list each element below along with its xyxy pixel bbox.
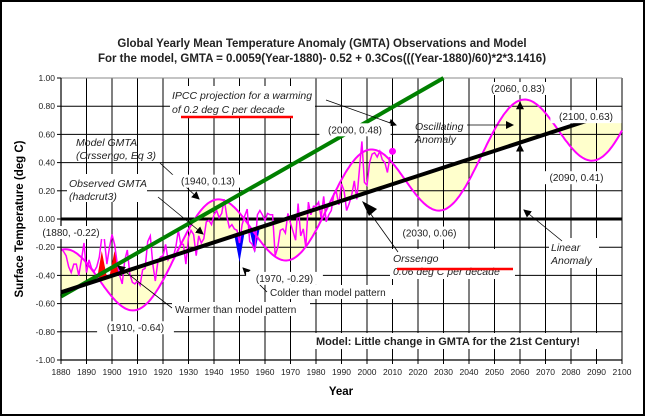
x-tick-label: 1990 <box>332 367 351 377</box>
x-tick-label: 2070 <box>536 367 555 377</box>
model-gmta-label-2: (Orssengo, Eq 3) <box>76 150 156 162</box>
x-tick-label: 2040 <box>460 367 479 377</box>
y-tick-label: 0.40 <box>38 158 55 168</box>
y-tick-label: -0.20 <box>36 242 56 252</box>
colder-label-bg <box>267 285 397 299</box>
y-tick-label: -0.60 <box>36 299 56 309</box>
x-tick-label: 2060 <box>511 367 530 377</box>
x-tick-label: 1960 <box>256 367 275 377</box>
coordinate-label-bg <box>97 321 174 335</box>
orssengo-label-bg <box>390 249 515 279</box>
x-tick-label: 1970 <box>281 367 300 377</box>
series-layer <box>60 76 623 312</box>
oscillating-label-1: Oscillating <box>415 121 464 133</box>
x-tick-label: 2010 <box>383 367 402 377</box>
x-tick-label: 2000 <box>358 367 377 377</box>
coordinate-label: (2030, 0.06) <box>403 229 457 240</box>
coordinate-label-bg <box>482 81 554 95</box>
y-tick-label: 0.80 <box>38 101 55 111</box>
coordinate-label-bg <box>246 271 323 285</box>
coordinate-label: (2060, 0.83) <box>491 84 545 95</box>
y-tick-label: 1.00 <box>38 73 55 83</box>
colder-label: Colder than model pattern <box>270 288 386 299</box>
y-tick-label: -0.80 <box>36 327 56 337</box>
coordinate-label-bg <box>32 226 110 240</box>
coordinate-label-bg <box>393 226 466 240</box>
y-tick-label: 0.20 <box>38 186 55 196</box>
chart-subtitle: For the model, GMTA = 0.0059(Year-1880)-… <box>98 53 546 65</box>
coordinate-label: (2100, 0.63) <box>559 112 613 123</box>
annotations: Model GMTA (Orssengo, Eq 3) Observed GMT… <box>32 81 622 349</box>
linear-label-bg <box>549 238 599 268</box>
conclusion-note: Model: Little change in GMTA for the 21s… <box>316 336 580 348</box>
coordinate-label-bg <box>550 110 622 124</box>
linear-arrow <box>523 209 563 242</box>
oscillating-label-2: Anomaly <box>414 134 457 146</box>
orssengo-label-1: Orssengo <box>393 253 439 265</box>
warmer-label-bg <box>172 302 310 316</box>
coordinate-label-bg <box>540 171 613 185</box>
linear-trend-line <box>60 115 598 295</box>
observed-line <box>60 141 391 288</box>
y-tick-label: -1.00 <box>36 355 56 365</box>
y-axis-label: Surface Temperature (deg C) <box>14 140 26 297</box>
x-axis-label: Year <box>329 386 354 398</box>
x-tick-label: 2030 <box>434 367 453 377</box>
linear-label-1: Linear <box>551 242 581 254</box>
conclusion-bg <box>312 333 612 349</box>
x-tick-label: 1910 <box>128 367 147 377</box>
x-tick-label: 1950 <box>230 367 249 377</box>
model-band-fill <box>61 99 622 311</box>
warmer-arrow <box>117 265 173 309</box>
x-tick-label: 2090 <box>587 367 606 377</box>
coordinate-label-bg <box>172 174 244 188</box>
x-tick-label: 1890 <box>77 367 96 377</box>
orssengo-arrow <box>369 212 399 253</box>
ipcc-projection-line <box>60 76 445 299</box>
coordinate-label: (2090, 0.41) <box>550 173 604 184</box>
y-tick-label: -0.40 <box>36 270 56 280</box>
coordinate-label: (2000, 0.48) <box>328 125 382 136</box>
x-tick-label: 1940 <box>205 367 224 377</box>
x-tick-label: 1900 <box>103 367 122 377</box>
warmer-label: Warmer than model pattern <box>175 305 296 316</box>
coordinate-label: (1910, -0.64) <box>107 323 164 334</box>
cold-patch <box>249 227 260 254</box>
ipcc-label-1: IPCC projection for a warming <box>172 90 312 102</box>
x-tick-label: 2080 <box>562 367 581 377</box>
x-tick-label: 1930 <box>179 367 198 377</box>
x-tick-label: 2100 <box>613 367 632 377</box>
x-tick-label: 2050 <box>485 367 504 377</box>
ipcc-label-bg <box>170 86 315 118</box>
axis-layer: 1.00 0.80 0.60 0.40 0.20 0.00 -0.20 -0.40 -0.60 -… <box>36 73 632 377</box>
ipcc-arrow <box>325 99 397 127</box>
observed-label-2: (hadcrut3) <box>69 191 117 203</box>
model-fill-layer <box>61 99 622 311</box>
ipcc-label-2: of 0.2 deg C per decade <box>172 104 285 116</box>
x-tick-label: 1980 <box>307 367 326 377</box>
x-tick-label: 2020 <box>409 367 428 377</box>
x-tick-label: 1880 <box>52 367 71 377</box>
coordinate-label: (1880, -0.22) <box>42 228 99 239</box>
observed-arrow <box>157 196 204 235</box>
coordinate-label-bg <box>319 123 391 137</box>
observed-label-1: Observed GMTA <box>69 178 147 190</box>
cold-patch <box>234 232 245 263</box>
orssengo-arrowhead <box>362 201 377 216</box>
linear-label-2: Anomaly <box>550 255 593 267</box>
y-tick-label: 0.60 <box>38 129 55 139</box>
x-tick-label: 1920 <box>154 367 173 377</box>
y-tick-label: 0.00 <box>38 214 55 224</box>
observed-label-bg <box>67 174 147 202</box>
coordinate-label: (1970, -0.29) <box>256 274 313 285</box>
model-gmta-label-1: Model GMTA <box>76 137 137 149</box>
coordinate-label: (1940, 0.13) <box>181 177 235 188</box>
observed-2010-point <box>389 147 396 155</box>
chart-title: Global Yearly Mean Temperature Anomaly (… <box>117 38 526 50</box>
